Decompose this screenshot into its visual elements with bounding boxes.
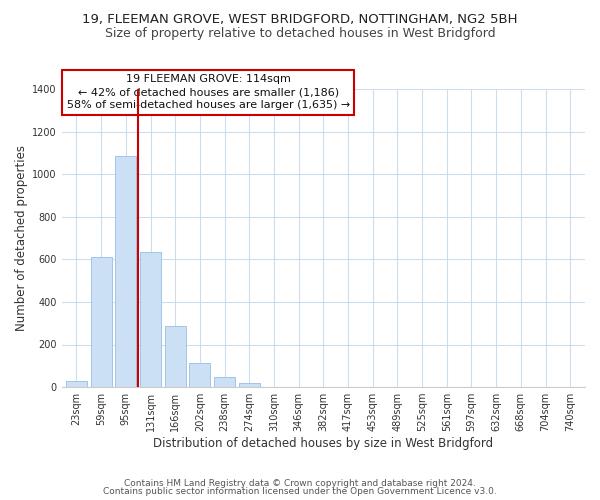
Bar — [115, 156, 136, 387]
Bar — [190, 362, 211, 387]
Text: Contains HM Land Registry data © Crown copyright and database right 2024.: Contains HM Land Registry data © Crown c… — [124, 478, 476, 488]
Text: 19 FLEEMAN GROVE: 114sqm
← 42% of detached houses are smaller (1,186)
58% of sem: 19 FLEEMAN GROVE: 114sqm ← 42% of detach… — [67, 74, 350, 110]
Y-axis label: Number of detached properties: Number of detached properties — [15, 145, 28, 331]
Text: 19, FLEEMAN GROVE, WEST BRIDGFORD, NOTTINGHAM, NG2 5BH: 19, FLEEMAN GROVE, WEST BRIDGFORD, NOTTI… — [82, 12, 518, 26]
Bar — [66, 380, 87, 387]
X-axis label: Distribution of detached houses by size in West Bridgford: Distribution of detached houses by size … — [153, 437, 493, 450]
Text: Contains public sector information licensed under the Open Government Licence v3: Contains public sector information licen… — [103, 487, 497, 496]
Bar — [140, 252, 161, 387]
Bar — [165, 326, 186, 387]
Bar — [91, 257, 112, 387]
Bar — [239, 384, 260, 387]
Text: Size of property relative to detached houses in West Bridgford: Size of property relative to detached ho… — [104, 28, 496, 40]
Bar — [214, 378, 235, 387]
